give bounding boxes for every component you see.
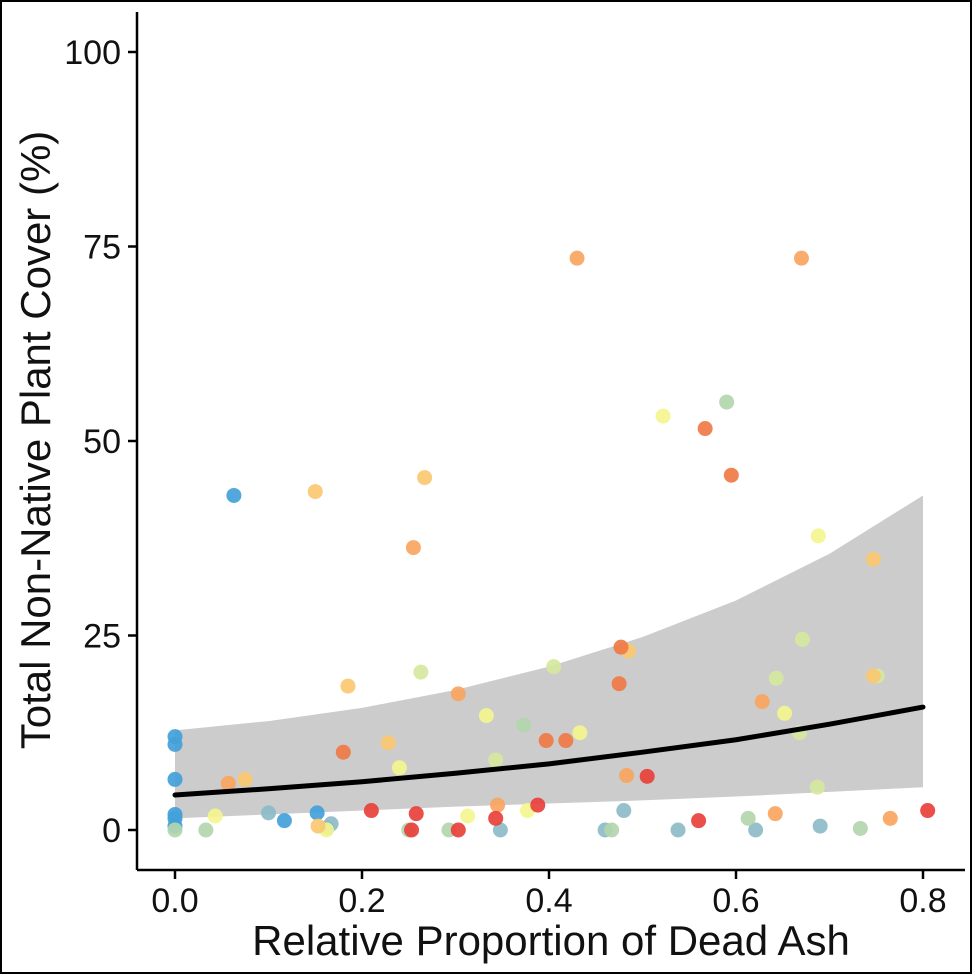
data-point bbox=[546, 659, 562, 675]
data-point bbox=[538, 733, 554, 749]
x-axis-title: Relative Proportion of Dead Ash bbox=[252, 917, 850, 964]
data-point bbox=[380, 735, 396, 751]
data-point bbox=[794, 631, 810, 647]
data-point bbox=[237, 771, 253, 787]
trend-line-layer bbox=[172, 704, 926, 798]
x-tick-label: 0.2 bbox=[338, 882, 385, 920]
data-point bbox=[613, 639, 629, 655]
data-point bbox=[639, 768, 655, 784]
x-tick-label: 0.4 bbox=[525, 882, 572, 920]
data-point bbox=[530, 797, 546, 813]
data-point bbox=[276, 813, 292, 829]
data-point bbox=[307, 484, 323, 500]
data-point bbox=[740, 810, 756, 826]
data-point bbox=[569, 250, 585, 266]
data-point bbox=[748, 822, 764, 838]
data-point bbox=[670, 822, 686, 838]
data-point bbox=[310, 818, 326, 834]
trend-line bbox=[172, 704, 926, 798]
data-point bbox=[363, 803, 379, 819]
data-point bbox=[810, 528, 826, 544]
data-point bbox=[793, 250, 809, 266]
data-point bbox=[809, 779, 825, 795]
x-tick-label: 0.0 bbox=[151, 882, 198, 920]
x-tick-label: 0.8 bbox=[899, 882, 946, 920]
data-point bbox=[719, 394, 735, 410]
data-point bbox=[516, 717, 532, 733]
data-point bbox=[490, 797, 506, 813]
data-point bbox=[691, 813, 707, 829]
data-point bbox=[405, 540, 421, 556]
data-point bbox=[309, 805, 325, 821]
data-point bbox=[697, 421, 713, 437]
data-points-layer bbox=[167, 250, 936, 838]
data-point bbox=[450, 822, 466, 838]
y-tick-label: 75 bbox=[83, 229, 121, 267]
data-point bbox=[167, 822, 183, 838]
data-point bbox=[340, 678, 356, 694]
data-point bbox=[492, 822, 508, 838]
data-point bbox=[768, 670, 784, 686]
data-point bbox=[408, 806, 424, 822]
y-tick-label: 25 bbox=[83, 618, 121, 656]
data-point bbox=[335, 744, 351, 760]
data-point bbox=[413, 664, 429, 680]
data-point bbox=[167, 736, 183, 752]
data-point bbox=[882, 810, 898, 826]
data-point bbox=[488, 810, 504, 826]
data-point bbox=[723, 467, 739, 483]
data-point bbox=[920, 803, 936, 819]
x-tick-label: 0.6 bbox=[712, 882, 759, 920]
data-point bbox=[558, 733, 574, 749]
y-tick-label: 0 bbox=[102, 812, 121, 850]
data-point bbox=[450, 686, 466, 702]
data-point bbox=[611, 676, 627, 692]
data-point bbox=[167, 771, 183, 787]
data-point bbox=[417, 470, 433, 486]
data-point bbox=[655, 408, 671, 424]
data-point bbox=[777, 705, 793, 721]
data-point bbox=[198, 822, 214, 838]
y-tick-label: 100 bbox=[64, 34, 121, 72]
data-point bbox=[812, 818, 828, 834]
data-point bbox=[616, 803, 632, 819]
data-point bbox=[604, 822, 620, 838]
data-point bbox=[261, 805, 276, 821]
data-point bbox=[767, 806, 783, 822]
data-point bbox=[404, 822, 420, 838]
data-point bbox=[488, 752, 504, 768]
data-point bbox=[460, 808, 476, 824]
data-point bbox=[865, 551, 881, 567]
ticks-layer: 0.0 0.2 0.4 0.6 0.8 0 25 50 75 100 bbox=[64, 34, 946, 920]
data-point bbox=[478, 708, 494, 724]
data-point bbox=[207, 808, 223, 824]
data-point bbox=[852, 820, 868, 836]
y-axis-title: Total Non-Native Plant Cover (%) bbox=[12, 131, 59, 750]
data-point bbox=[865, 668, 881, 684]
data-point bbox=[220, 775, 236, 791]
data-point bbox=[226, 487, 242, 503]
y-tick-label: 50 bbox=[83, 423, 121, 461]
data-point bbox=[619, 768, 635, 784]
data-point bbox=[572, 725, 588, 741]
data-point bbox=[754, 694, 770, 710]
data-point bbox=[391, 760, 407, 776]
